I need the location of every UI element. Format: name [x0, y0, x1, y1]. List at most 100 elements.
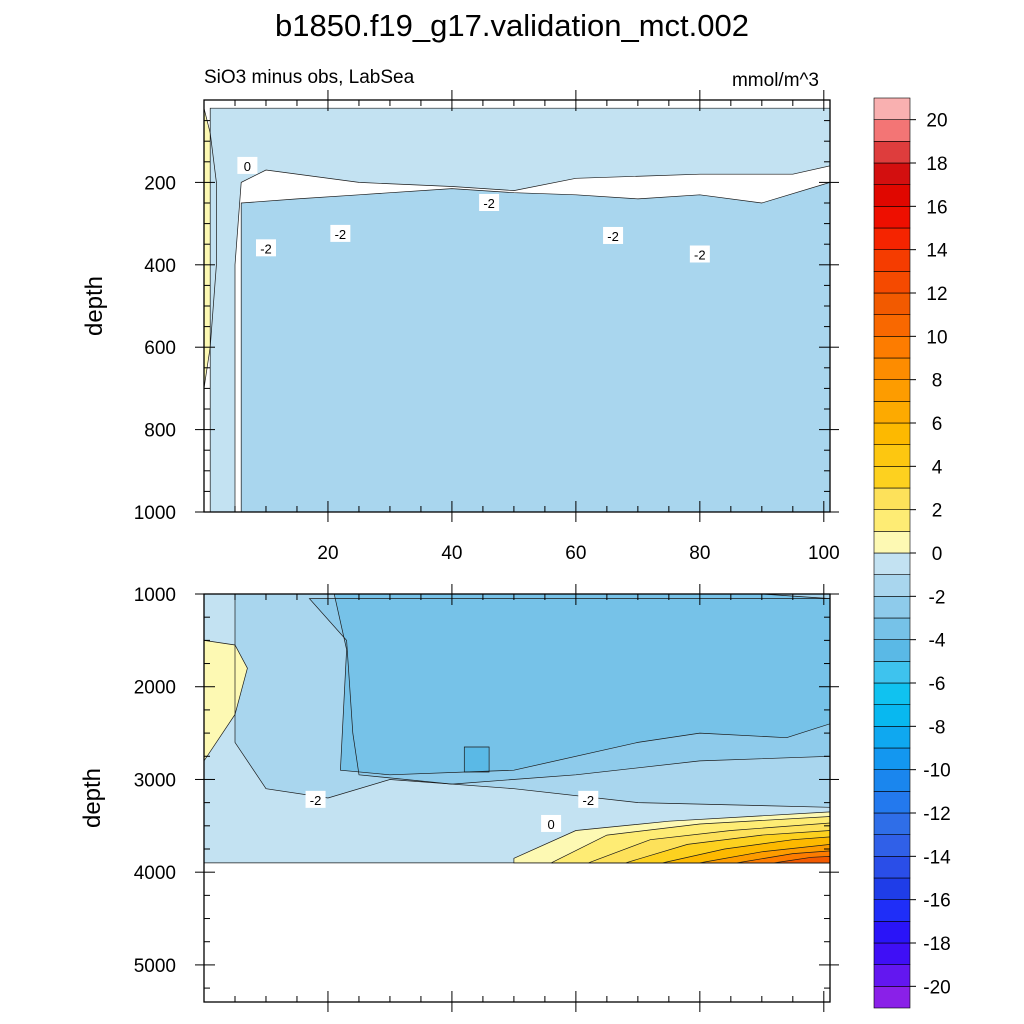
lower-contour-label-text: 0 [547, 817, 554, 832]
colorbar-swatch [873, 574, 911, 597]
lower-ytick-label: 4000 [134, 863, 176, 884]
units-label: mmol/m^3 [732, 70, 819, 91]
colorbar-swatch [873, 509, 911, 532]
colorbar-tick-label: 8 [932, 371, 943, 392]
lower-ytick-label: 2000 [134, 678, 176, 699]
lower-axis-ticks: 1000 2000 3000 4000 5000 [134, 584, 839, 1012]
colorbar-swatch [873, 466, 911, 489]
colorbar-swatch [873, 791, 911, 814]
lower-region-5 [204, 640, 248, 761]
colorbar-swatch [873, 119, 911, 142]
colorbar-swatch [873, 704, 911, 727]
upper-axis-ticks: 20 40 60 80 100 200 400 600 800 1000 [134, 90, 840, 564]
upper-xtick-label: 20 [317, 543, 338, 564]
colorbar-tick-label: 20 [926, 111, 947, 132]
lower-contour-labels: -2 -2 0 [305, 790, 599, 832]
colorbar-swatch [873, 422, 911, 445]
colorbar-tick-label: -16 [923, 891, 950, 912]
colorbar-swatch [873, 314, 911, 337]
upper-contour-label: -2 [479, 194, 500, 211]
colorbar-swatch [873, 552, 911, 575]
colorbar-swatch [873, 141, 911, 164]
lower-contour-label-bg [305, 790, 326, 808]
upper-contour-label-text: -2 [260, 241, 272, 256]
colorbar: 20181614121086420-2-4-6-8-10-12-14-16-18… [873, 97, 951, 1009]
upper-contour-label: 0 [237, 156, 258, 174]
colorbar-tick-label: -4 [929, 631, 946, 652]
colorbar-tick-label: 2 [932, 501, 943, 522]
colorbar-swatch [873, 856, 911, 879]
upper-ytick-label: 200 [144, 173, 176, 194]
upper-contour-labels: 0 -2 -2 -2 -2 -2 [237, 156, 710, 263]
upper-xtick-label: 80 [689, 543, 710, 564]
upper-contour-label-text: -2 [694, 248, 706, 263]
upper-fill-regions [204, 108, 830, 512]
colorbar-tick-label: 4 [932, 457, 943, 478]
colorbar-tick-label: 10 [926, 327, 947, 348]
colorbar-swatch [873, 184, 911, 207]
colorbar-swatch [873, 336, 911, 359]
colorbar-tick-label: 14 [926, 241, 948, 262]
colorbar-tick-label: -14 [923, 847, 951, 868]
upper-contour-label-text: -2 [483, 196, 495, 211]
colorbar-swatch [873, 834, 911, 857]
lower-contour-label: -2 [305, 790, 326, 808]
lower-panel: -2 -2 0 1000 2000 3000 4000 5000 depth [79, 584, 839, 1012]
upper-contour-label: -2 [603, 226, 624, 244]
lower-no-data-area [204, 862, 830, 1002]
colorbar-tick-label: -2 [929, 587, 946, 608]
colorbar-swatch [873, 97, 911, 120]
lower-contour-label: -2 [578, 790, 599, 808]
colorbar-swatch [873, 162, 911, 185]
colorbar-swatch [873, 986, 911, 1009]
colorbar-swatch [873, 292, 911, 315]
upper-contour-label: -2 [330, 224, 351, 242]
upper-ylabel: depth [81, 276, 108, 336]
upper-contour-label-bg [479, 194, 500, 211]
colorbar-swatch [873, 877, 911, 900]
lower-contour-4 [463, 746, 490, 773]
colorbar-swatch [873, 964, 911, 987]
upper-contour-label-text: -2 [335, 227, 347, 242]
colorbar-tick-label: 16 [926, 197, 947, 218]
colorbar-tick-label: -18 [923, 934, 950, 955]
upper-contour-label-text: -2 [607, 229, 619, 244]
colorbar-tick-label: -10 [923, 761, 950, 782]
upper-contour-1 [209, 107, 831, 513]
colorbar-swatch [873, 639, 911, 662]
colorbar-swatch [873, 401, 911, 424]
colorbar-swatch [873, 812, 911, 835]
colorbar-swatch [873, 249, 911, 272]
colorbar-swatch [873, 769, 911, 792]
colorbar-swatch [873, 747, 911, 770]
lower-contour-label: 0 [541, 814, 562, 832]
lower-contour-label-bg [541, 814, 562, 832]
colorbar-swatch [873, 682, 911, 705]
upper-contour-label: -2 [255, 239, 276, 257]
lower-ytick-label: 5000 [134, 956, 176, 977]
upper-contour-label-bg [689, 245, 710, 263]
lower-contour-label-text: -2 [310, 793, 322, 808]
colorbar-swatch [873, 617, 911, 640]
upper-region-2 [241, 182, 830, 512]
colorbar-tick-label: 12 [926, 284, 947, 305]
panel-subtitle: SiO3 minus obs, LabSea [204, 67, 415, 88]
colorbar-swatch [873, 596, 911, 619]
upper-xtick-label: 100 [808, 543, 840, 564]
lower-contour-label-bg [578, 790, 599, 808]
lower-ytick-label: 1000 [134, 585, 176, 606]
colorbar-swatch [873, 531, 911, 554]
upper-contour-label-bg [330, 224, 351, 242]
colorbar-tick-label: 18 [926, 154, 947, 175]
lower-fill-regions [204, 594, 830, 1002]
colorbar-tick-label: 6 [932, 414, 943, 435]
colorbar-swatch [873, 899, 911, 922]
colorbar-swatch [873, 661, 911, 684]
upper-xtick-label: 40 [441, 543, 462, 564]
colorbar-tick-label: -6 [929, 674, 946, 695]
colorbar-tick-label: -12 [923, 804, 950, 825]
upper-region-1 [210, 108, 830, 512]
upper-ytick-label: 800 [144, 421, 176, 442]
upper-ytick-label: 1000 [134, 503, 176, 524]
